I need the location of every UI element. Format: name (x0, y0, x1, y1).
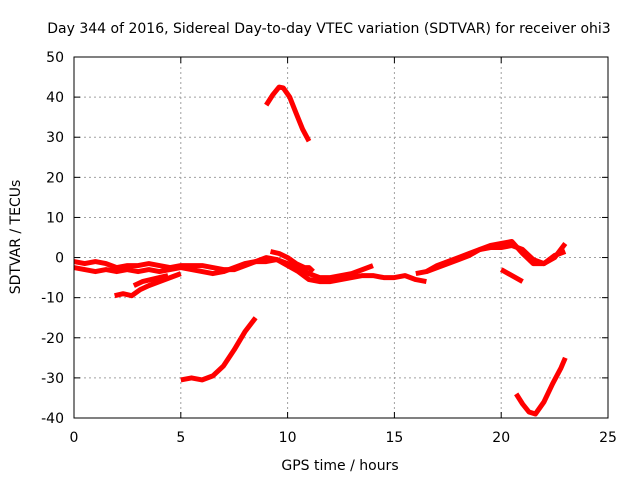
y-tick-label: -10 (41, 291, 64, 307)
x-axis: 0 5 10 15 20 25 (70, 57, 617, 446)
y-tick-label: -20 (41, 331, 64, 347)
series-line-early-branch (132, 273, 169, 288)
y-axis: -40 -30 -20 -10 0 10 20 30 40 50 (41, 50, 608, 427)
series-line-main-band-lower (73, 255, 427, 285)
series-line-late-upper (425, 241, 568, 274)
y-tick-label: 0 (55, 251, 64, 267)
y-tick-label: -40 (41, 411, 64, 427)
series-line-dip-segment (114, 271, 182, 299)
y-tick-label: 40 (46, 90, 64, 106)
x-axis-label: GPS time / hours (281, 458, 398, 474)
y-tick-label: -30 (41, 371, 64, 387)
series-line-upper-arc (264, 84, 312, 143)
x-tick-label: 25 (599, 430, 617, 446)
series-line-short-drop (499, 267, 524, 284)
y-axis-label: SDTVAR / TECUs (8, 180, 24, 295)
x-tick-label: 0 (70, 430, 79, 446)
series-line-kink-segment (269, 249, 315, 274)
series-line-bottom-valley (514, 356, 568, 417)
x-tick-label: 20 (492, 430, 510, 446)
x-tick-label: 5 (176, 430, 185, 446)
x-tick-label: 10 (279, 430, 297, 446)
series-layer (73, 84, 568, 417)
y-tick-label: 20 (46, 170, 64, 186)
y-tick-label: 10 (46, 210, 64, 226)
series-line-main-band-upper (73, 257, 374, 281)
x-tick-label: 15 (385, 430, 403, 446)
y-tick-label: 30 (46, 130, 64, 146)
grid (74, 57, 608, 418)
plot-frame (73, 56, 609, 419)
series-line-lower-rise (180, 316, 258, 383)
y-tick-label: 50 (46, 50, 64, 66)
chart-title: Day 344 of 2016, Sidereal Day-to-day VTE… (47, 21, 610, 37)
